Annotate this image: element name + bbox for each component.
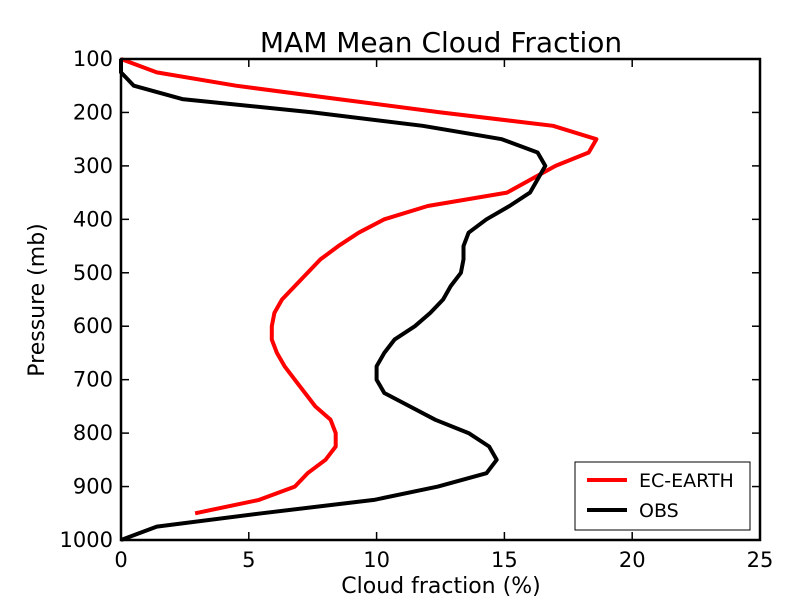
series-line-obs — [119, 59, 548, 542]
y-tick-label: 600 — [73, 314, 113, 338]
legend: EC-EARTH OBS — [574, 461, 751, 531]
plot-frame — [119, 57, 762, 542]
y-tick-label: 400 — [73, 207, 113, 231]
x-tick-label: 5 — [242, 548, 255, 572]
series-layer — [119, 57, 599, 542]
x-axis-label: Cloud fraction (%) — [341, 574, 540, 599]
y-tick-label: 100 — [73, 47, 113, 71]
x-tick-label: 15 — [491, 548, 518, 572]
legend-label-ec-earth: EC-EARTH — [639, 470, 734, 492]
axis-ticks: 0 5 10 15 20 25 100 200 300 400 500 600 700 800 900 100… — [60, 47, 774, 572]
chart-title: MAM Mean Cloud Fraction — [260, 26, 622, 59]
legend-label-obs: OBS — [639, 500, 679, 522]
y-tick-label: 500 — [73, 261, 113, 285]
x-tick-label: 10 — [363, 548, 390, 572]
y-tick-label: 800 — [73, 421, 113, 445]
y-tick-label: 200 — [73, 100, 113, 124]
y-tick-label: 1000 — [60, 528, 113, 552]
y-tick-label: 900 — [73, 475, 113, 499]
x-tick-label: 25 — [747, 548, 774, 572]
series-line-ec-earth — [120, 57, 599, 516]
x-tick-label: 20 — [619, 548, 646, 572]
y-tick-label: 300 — [73, 154, 113, 178]
y-axis-label: Pressure (mb) — [25, 223, 50, 377]
y-tick-label: 700 — [73, 368, 113, 392]
x-tick-label: 0 — [114, 548, 127, 572]
legend-box — [574, 461, 751, 531]
